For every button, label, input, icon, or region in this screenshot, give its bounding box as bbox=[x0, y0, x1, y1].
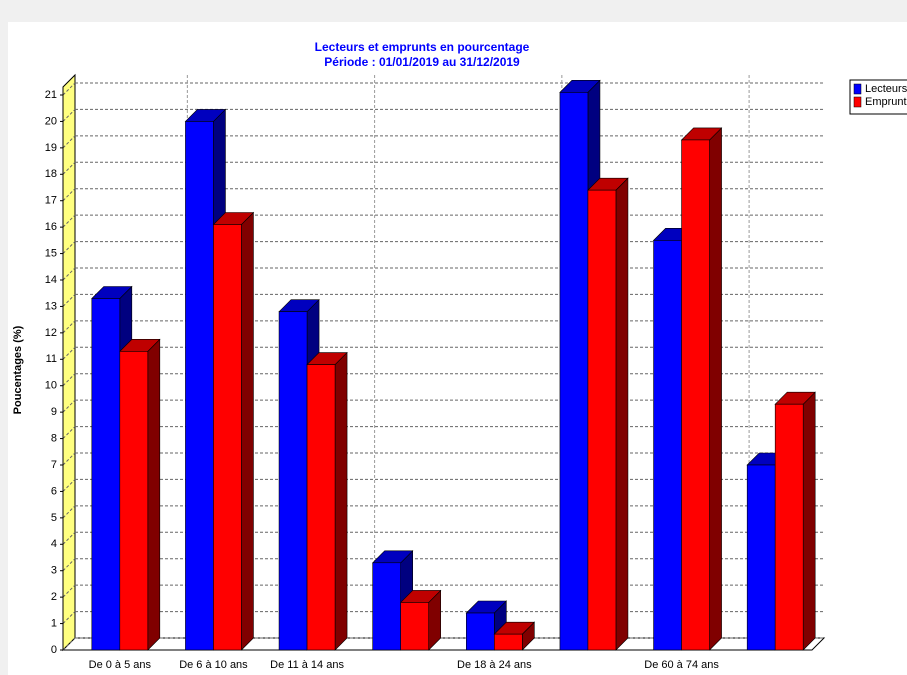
bar bbox=[681, 139, 710, 651]
y-tick-label: 8 bbox=[51, 432, 57, 444]
bar-side bbox=[802, 391, 816, 651]
grid-line bbox=[62, 505, 76, 519]
bar bbox=[278, 311, 308, 651]
y-tick-label: 9 bbox=[51, 406, 57, 418]
grid-line bbox=[62, 558, 76, 572]
y-tick-label: 17 bbox=[45, 195, 57, 207]
y-tick-label: 5 bbox=[51, 512, 57, 524]
grid-line bbox=[62, 531, 76, 545]
x-tick-label: De 11 à 14 ans bbox=[270, 659, 344, 671]
bar bbox=[91, 298, 121, 651]
y-tick-label: 0 bbox=[51, 644, 57, 656]
grid-line bbox=[62, 373, 76, 387]
bar-side bbox=[709, 127, 722, 651]
bar bbox=[466, 612, 495, 651]
y-tick-label: 4 bbox=[51, 538, 57, 550]
bar bbox=[306, 364, 336, 651]
grid-line bbox=[62, 82, 76, 96]
legend-swatch bbox=[853, 83, 862, 95]
grid-line bbox=[62, 479, 76, 492]
grid-line bbox=[62, 188, 76, 202]
bar bbox=[372, 562, 401, 651]
y-tick-label: 18 bbox=[45, 168, 57, 180]
bar bbox=[774, 403, 804, 651]
bar bbox=[400, 602, 429, 651]
grid-line bbox=[62, 241, 76, 254]
grid-line bbox=[62, 584, 76, 598]
y-tick-label: 3 bbox=[51, 565, 57, 577]
chart-subtitle: Période : 01/01/2019 au 31/12/2019 bbox=[324, 55, 520, 69]
chart-title: Lecteurs et emprunts en pourcentage bbox=[315, 40, 530, 54]
y-axis-label: Poucentages (%) bbox=[12, 325, 24, 414]
grid-line bbox=[62, 267, 76, 281]
grid-line bbox=[62, 452, 76, 466]
x-tick-label: De 60 à 74 ans bbox=[644, 659, 719, 671]
y-tick-label: 12 bbox=[45, 327, 57, 339]
grid-line bbox=[62, 346, 76, 360]
bar-side bbox=[241, 211, 254, 651]
bar bbox=[213, 224, 242, 651]
y-tick-label: 1 bbox=[51, 617, 57, 629]
y-tick-label: 7 bbox=[51, 459, 57, 471]
bar bbox=[185, 121, 214, 651]
x-tick-label: De 0 à 5 ans bbox=[89, 659, 152, 671]
y-tick-label: 15 bbox=[45, 247, 57, 259]
y-tick-label: 19 bbox=[45, 142, 57, 154]
bar bbox=[119, 351, 149, 651]
bar-side bbox=[334, 351, 348, 651]
grid-line bbox=[62, 161, 76, 175]
y-tick-label: 2 bbox=[51, 591, 57, 603]
bar bbox=[494, 633, 523, 651]
grid-line bbox=[62, 320, 76, 334]
y-tick-label: 16 bbox=[45, 221, 57, 233]
legend-swatch bbox=[853, 96, 862, 108]
bar bbox=[746, 464, 776, 651]
grid-line bbox=[62, 611, 76, 624]
y-tick-label: 13 bbox=[45, 300, 57, 312]
x-tick-label: De 18 à 24 ans bbox=[457, 659, 532, 671]
bar bbox=[587, 189, 617, 651]
bar-side bbox=[147, 338, 161, 651]
y-tick-label: 11 bbox=[46, 353, 57, 365]
bar bbox=[653, 240, 682, 651]
y-tick-label: 21 bbox=[45, 89, 57, 101]
y-tick-label: 10 bbox=[45, 380, 57, 392]
grid-line bbox=[62, 214, 76, 228]
bar-side bbox=[615, 177, 629, 651]
grid-line bbox=[62, 426, 76, 439]
x-tick-label: De 6 à 10 ans bbox=[179, 659, 248, 671]
y-tick-label: 14 bbox=[45, 274, 57, 286]
grid-line bbox=[62, 399, 76, 413]
side-wall bbox=[62, 73, 76, 652]
grid-line bbox=[62, 294, 76, 307]
grid-line bbox=[62, 135, 76, 149]
y-tick-label: 6 bbox=[51, 485, 57, 497]
grid-line bbox=[62, 637, 76, 651]
legend-label: Emprunts bbox=[865, 96, 907, 108]
legend-label: Lecteurs bbox=[865, 83, 907, 95]
bar bbox=[559, 92, 589, 651]
grid-line bbox=[62, 109, 76, 122]
y-tick-label: 20 bbox=[45, 115, 57, 127]
